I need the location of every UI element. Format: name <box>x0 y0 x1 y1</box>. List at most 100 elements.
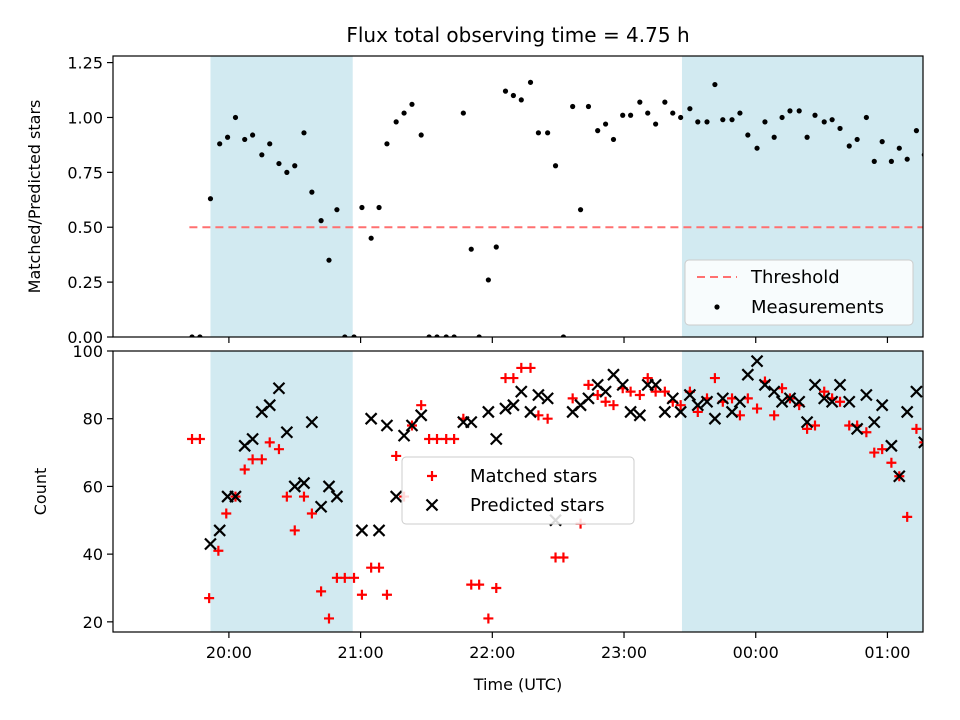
x-axis-label: Time (UTC) <box>473 675 562 694</box>
data-point <box>570 103 576 110</box>
data-point <box>745 132 751 138</box>
data-point <box>867 415 881 429</box>
data-point <box>229 490 242 503</box>
data-point <box>939 113 944 118</box>
data-point <box>393 119 399 125</box>
data-point <box>464 415 478 429</box>
data-point <box>516 362 527 373</box>
data-point <box>474 579 485 590</box>
data-point <box>409 101 415 107</box>
data-point <box>356 589 367 600</box>
data-point <box>775 395 789 409</box>
data-point <box>583 379 594 390</box>
series-measurements <box>189 79 944 337</box>
data-point <box>637 99 643 105</box>
data-point <box>384 141 390 147</box>
data-point <box>460 110 466 116</box>
data-point <box>737 110 743 116</box>
data-point <box>896 145 902 151</box>
data-point <box>692 406 703 417</box>
data-point <box>918 436 923 449</box>
data-point <box>628 112 634 118</box>
y-tick-label: 1.25 <box>67 54 103 73</box>
data-point <box>819 386 830 397</box>
data-point <box>389 490 403 503</box>
data-point <box>297 476 311 490</box>
data-point <box>762 119 768 125</box>
data-point <box>510 92 516 99</box>
data-point <box>380 419 394 432</box>
data-point <box>645 110 651 116</box>
data-point <box>687 106 693 112</box>
data-point <box>837 125 843 132</box>
data-point <box>298 491 309 502</box>
data-point <box>666 392 680 405</box>
data-point <box>305 415 319 429</box>
x-tick-label: 20:00 <box>206 643 252 662</box>
data-point <box>650 386 661 397</box>
data-point <box>913 128 920 134</box>
legend-box <box>684 259 914 326</box>
data-point <box>886 457 897 468</box>
data-point <box>936 427 946 437</box>
data-point <box>376 204 382 211</box>
data-point <box>426 334 432 337</box>
data-point <box>189 334 195 337</box>
data-point <box>414 409 428 422</box>
data-point <box>800 415 814 429</box>
data-point <box>860 388 873 402</box>
data-point <box>525 362 536 373</box>
data-point <box>542 413 553 424</box>
data-point <box>224 134 231 140</box>
data-point <box>893 469 906 483</box>
data-point <box>767 385 781 398</box>
data-point <box>877 444 888 455</box>
data-point <box>919 441 923 444</box>
data-point <box>783 392 797 405</box>
data-point <box>608 400 619 411</box>
data-point <box>194 434 205 445</box>
data-point <box>489 432 503 446</box>
data-point <box>625 386 636 397</box>
data-point <box>374 562 385 573</box>
data-point <box>281 491 292 502</box>
data-point <box>642 373 653 384</box>
data-point <box>314 500 328 514</box>
data-point <box>322 480 336 493</box>
legend-swatch-measurements <box>714 304 720 310</box>
data-point <box>482 405 495 419</box>
data-point <box>483 613 494 624</box>
data-point <box>204 593 215 604</box>
data-point <box>318 218 324 224</box>
data-point <box>936 427 947 438</box>
data-point <box>351 334 357 337</box>
data-point <box>808 378 822 392</box>
legend-label-measurements: Measurements <box>751 297 884 318</box>
data-point <box>752 403 763 414</box>
data-point <box>716 392 730 405</box>
legend-label-predicted: Predicted stars <box>470 495 604 516</box>
data-point <box>620 112 626 118</box>
data-point <box>879 139 885 145</box>
data-point <box>928 434 939 445</box>
data-point <box>418 132 424 138</box>
data-point <box>658 405 672 419</box>
legend-swatch-predicted <box>425 498 439 512</box>
data-point <box>217 141 223 147</box>
data-point <box>532 388 545 402</box>
data-point <box>771 134 777 140</box>
data-point <box>368 235 374 241</box>
data-point <box>434 334 440 337</box>
data-point <box>624 405 637 419</box>
legend: Matched stars Predicted stars <box>401 456 635 525</box>
data-point <box>902 511 913 522</box>
data-point <box>250 132 256 138</box>
data-point <box>552 163 559 169</box>
y-tick-label: 60 <box>83 477 103 496</box>
data-point <box>871 158 877 164</box>
data-point <box>725 405 739 419</box>
data-point <box>272 381 286 395</box>
data-point <box>653 121 659 127</box>
x-tick-label: 22:00 <box>469 643 515 662</box>
data-point <box>524 405 537 419</box>
